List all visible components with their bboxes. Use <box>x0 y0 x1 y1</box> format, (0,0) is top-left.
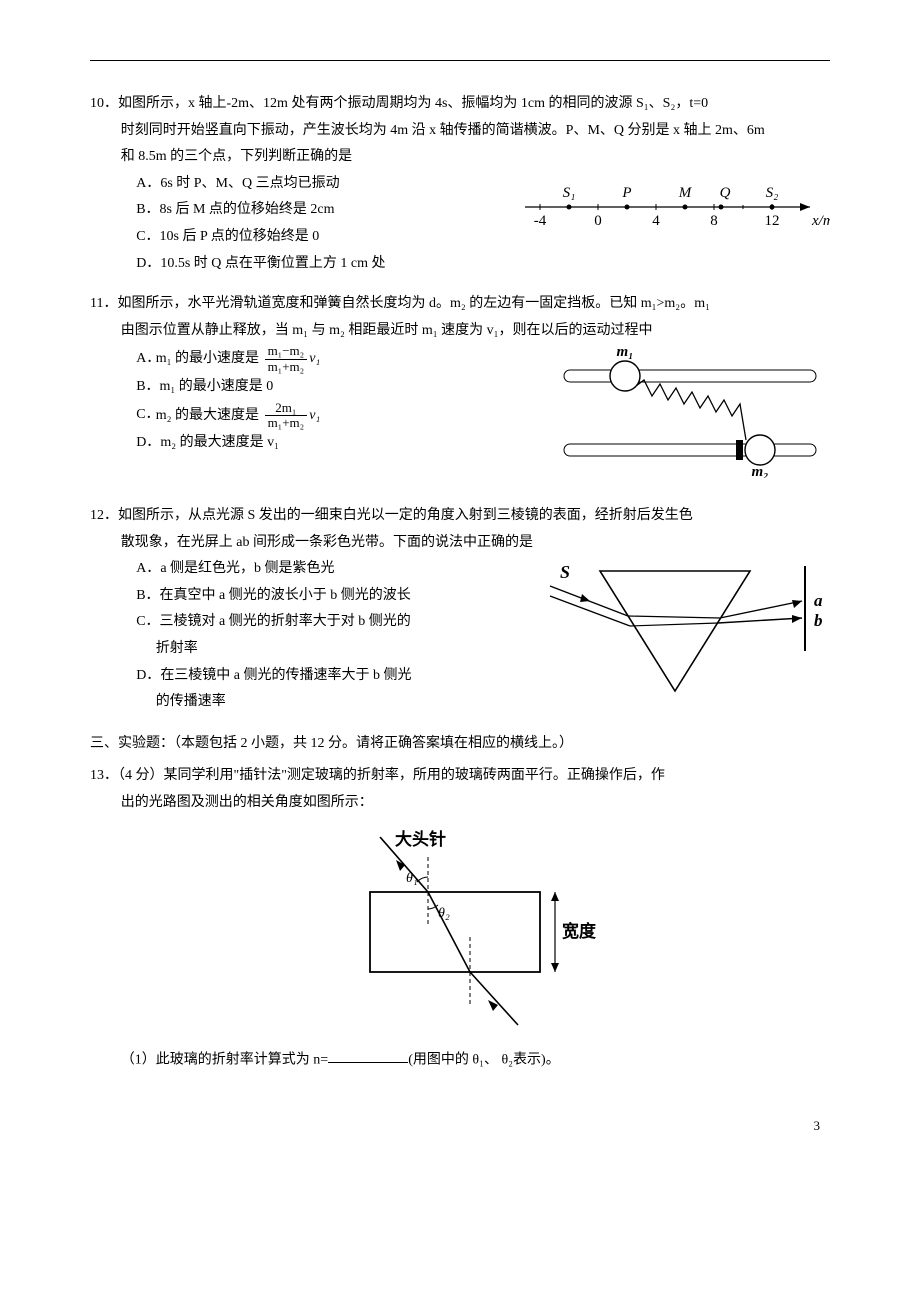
page-number: 3 <box>90 1114 830 1139</box>
q10-stem1: 如图所示，x 轴上-2m、12m 处有两个振动周期均为 4s、振幅均为 1cm … <box>118 96 708 111</box>
svg-text:大头针: 大头针 <box>395 829 446 849</box>
q10-number: 10． <box>90 96 118 111</box>
q11-c-post: v₁ <box>309 408 320 423</box>
q11-opt-b: B．m₁ 的最小速度是 0 <box>136 374 550 401</box>
svg-text:P: P <box>621 185 631 201</box>
q10-line3: 和 8.5m 的三个点，下列判断正确的是 <box>121 144 830 171</box>
section-3-heading: 三、实验题：（本题包括 2 小题，共 12 分。请将正确答案填在相应的横线上。） <box>90 731 830 758</box>
q11-number: 11． <box>90 296 117 311</box>
q11-a-pre: m₁ 的最小速度是 <box>156 351 259 366</box>
svg-text:M: M <box>678 185 693 201</box>
q10-line2: 时刻同时开始竖直向下振动，产生波长均为 4m 沿 x 轴传播的简谐横波。P、M、… <box>121 118 830 145</box>
q11-opt-d: D．m₂ 的最大速度是 v₁ <box>136 430 550 457</box>
q10-opt-d: D．10.5s 时 Q 点在平衡位置上方 1 cm 处 <box>136 251 510 278</box>
q12-opt-b: B．在真空中 a 侧光的波长小于 b 侧光的波长 <box>136 583 520 610</box>
svg-text:S₁: S₁ <box>563 185 576 201</box>
q11-a-fraction: m₁−m₂m₁+m₂ <box>265 344 308 374</box>
q12-c1: 三棱镜对 a 侧光的折射率大于对 b 侧光的 <box>160 614 411 629</box>
q12-a-text: a 侧是红色光，b 侧是紫色光 <box>160 561 334 576</box>
q12-opt-d2: 的传播速率 <box>156 689 520 716</box>
q11-d-text: m₂ 的最大速度是 v₁ <box>160 435 279 450</box>
q13-sub1: （1）此玻璃的折射率计算式为 n= (用图中的 θ₁、 θ₂表示)。 <box>121 1047 830 1074</box>
svg-text:x/m: x/m <box>811 213 830 229</box>
svg-text:12: 12 <box>765 213 780 229</box>
q11-line1: 11．如图所示，水平光滑轨道宽度和弹簧自然长度均为 d。m₂ 的左边有一固定挡板… <box>121 291 830 318</box>
top-rule <box>90 60 830 61</box>
q10-opt-c-text: 10s 后 P 点的位移始终是 0 <box>160 229 320 244</box>
q10-opt-c: C．10s 后 P 点的位移始终是 0 <box>136 224 510 251</box>
svg-text:S₂: S₂ <box>766 185 779 201</box>
svg-text:m₂: m₂ <box>752 464 769 478</box>
svg-text:m₁: m₁ <box>617 348 634 360</box>
q12-prism-figure: S a b <box>530 556 830 717</box>
q12-line1: 12．如图所示，从点光源 S 发出的一细束白光以一定的角度入射到三棱镜的表面，经… <box>121 503 830 530</box>
q11-stem1: 如图所示，水平光滑轨道宽度和弹簧自然长度均为 d。m₂ 的左边有一固定挡板。已知… <box>117 296 709 311</box>
q10-opt-a-text: 6s 时 P、M、Q 三点均已振动 <box>160 176 339 191</box>
q10-line1: 10．如图所示，x 轴上-2m、12m 处有两个振动周期均为 4s、振幅均为 1… <box>121 91 830 118</box>
q12-d1: 在三棱镜中 a 侧光的传播速率大于 b 侧光 <box>160 668 411 683</box>
svg-text:8: 8 <box>710 213 718 229</box>
question-12: 12．如图所示，从点光源 S 发出的一细束白光以一定的角度入射到三棱镜的表面，经… <box>90 503 830 717</box>
q13-blank[interactable] <box>328 1047 408 1063</box>
q12-c2: 折射率 <box>156 641 198 656</box>
q10-opt-b-text: 8s 后 M 点的位移始终是 2cm <box>160 202 335 217</box>
q11-opt-a: A． m₁ 的最小速度是 m₁−m₂m₁+m₂v₁ <box>136 344 550 374</box>
question-11: 11．如图所示，水平光滑轨道宽度和弹簧自然长度均为 d。m₂ 的左边有一固定挡板… <box>90 291 830 489</box>
svg-text:宽度: 宽度 <box>562 921 597 941</box>
q11-c-pre: m₂ 的最大速度是 <box>156 408 259 423</box>
svg-text:b: b <box>814 611 823 630</box>
q11-line2: 由图示位置从静止释放，当 m₁ 与 m₂ 相距最近时 m₁ 速度为 v₁，则在以… <box>121 318 830 345</box>
q11-c-fraction: 2m₁m₁+m₂ <box>265 401 308 431</box>
q10-opt-a: A．6s 时 P、M、Q 三点均已振动 <box>136 171 510 198</box>
svg-text:θ₁: θ₁ <box>406 871 418 886</box>
q13-line1: 13．（4 分）某同学利用"插针法"测定玻璃的折射率，所用的玻璃砖两面平行。正确… <box>121 763 830 790</box>
q12-line2: 散现象，在光屏上 ab 间形成一条彩色光带。下面的说法中正确的是 <box>121 530 830 557</box>
q12-opt-a: A．a 侧是红色光，b 侧是紫色光 <box>136 556 520 583</box>
q10-opt-b: B．8s 后 M 点的位移始终是 2cm <box>136 197 510 224</box>
q13-sub1-post: (用图中的 θ₁、 θ₂表示)。 <box>408 1052 560 1067</box>
q12-opt-d: D．在三棱镜中 a 侧光的传播速率大于 b 侧光 <box>136 663 520 690</box>
q11-opt-c: C． m₂ 的最大速度是 2m₁m₁+m₂v₁ <box>136 401 550 431</box>
q13-line2: 出的光路图及测出的相关角度如图所示： <box>121 790 830 817</box>
q12-opt-c: C．三棱镜对 a 侧光的折射率大于对 b 侧光的 <box>136 609 520 636</box>
q12-number: 12． <box>90 508 118 523</box>
q10-tick--4: -4 <box>534 213 547 229</box>
q12-opt-c2: 折射率 <box>156 636 520 663</box>
q11-b-text: m₁ 的最小速度是 0 <box>160 379 274 394</box>
svg-text:a: a <box>814 591 823 610</box>
q13-stem1: （4 分）某同学利用"插针法"测定玻璃的折射率，所用的玻璃砖两面平行。正确操作后… <box>118 768 665 783</box>
question-10: 10．如图所示，x 轴上-2m、12m 处有两个振动周期均为 4s、振幅均为 1… <box>90 91 830 277</box>
q12-d2: 的传播速率 <box>156 694 226 709</box>
svg-text:Q: Q <box>720 185 731 201</box>
q10-axis-figure: -4 0 4 8 12 x/m S₁ P M Q S₂ <box>520 179 830 240</box>
q11-a-post: v₁ <box>309 351 320 366</box>
q13-sub1-pre: （1）此玻璃的折射率计算式为 n= <box>121 1052 328 1067</box>
q13-figure: θ₁ θ₂ 大头针 宽度 <box>90 827 830 1038</box>
svg-text:S: S <box>560 562 570 582</box>
question-13: 13．（4 分）某同学利用"插针法"测定玻璃的折射率，所用的玻璃砖两面平行。正确… <box>90 763 830 1074</box>
q12-b-text: 在真空中 a 侧光的波长小于 b 侧光的波长 <box>160 588 411 603</box>
svg-text:4: 4 <box>652 213 660 229</box>
q11-spring-figure: m₁ m₂ <box>560 348 830 489</box>
svg-text:θ₂: θ₂ <box>438 906 450 921</box>
q10-opt-d-text: 10.5s 时 Q 点在平衡位置上方 1 cm 处 <box>160 256 385 271</box>
svg-text:0: 0 <box>594 213 602 229</box>
q13-number: 13． <box>90 768 118 783</box>
q12-stem1: 如图所示，从点光源 S 发出的一细束白光以一定的角度入射到三棱镜的表面，经折射后… <box>118 508 693 523</box>
